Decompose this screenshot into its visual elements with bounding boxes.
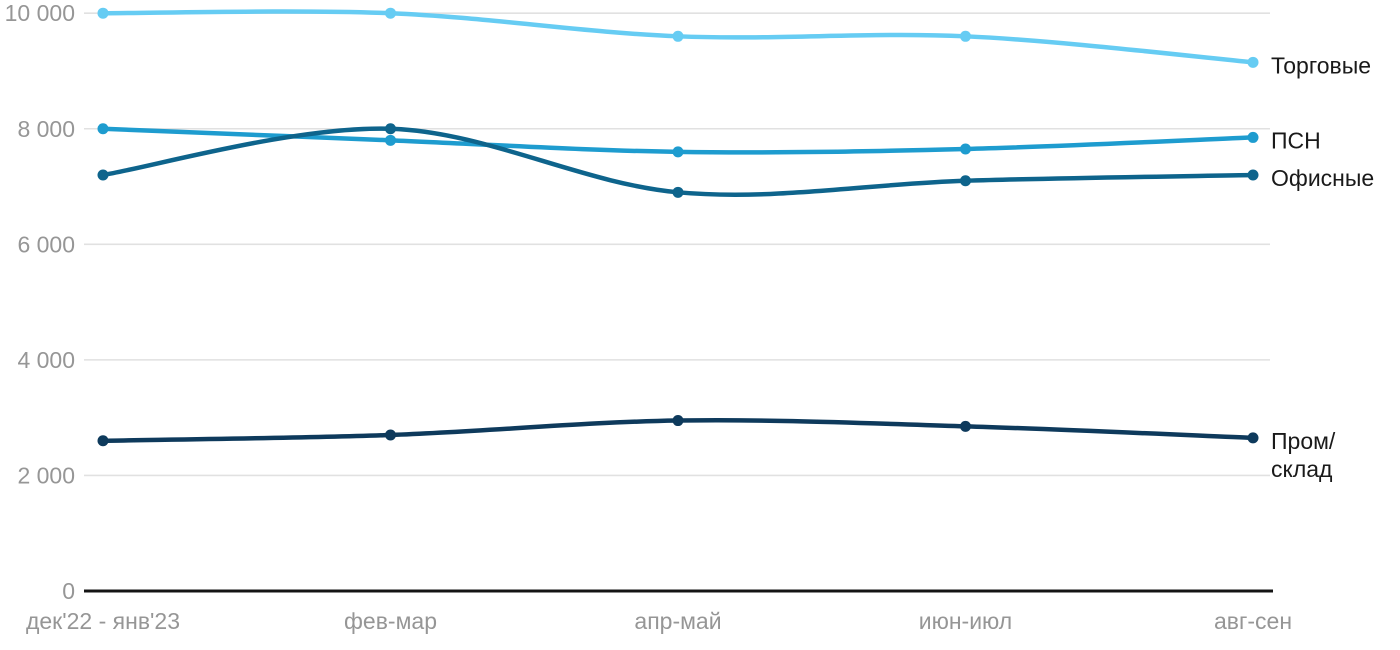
- x-tick-label: апр-май: [634, 608, 721, 634]
- series-ofisnye: Офисные: [97, 123, 1374, 198]
- data-point-prom-sklad: [1247, 432, 1259, 444]
- data-point-ofisnye: [960, 175, 971, 187]
- x-axis-labels: дек'22 - янв'23 фев-мар апр-май июн-июл авг-…: [26, 608, 1292, 634]
- x-tick-label: авг-сен: [1214, 608, 1292, 634]
- y-tick-label: 2 000: [17, 462, 75, 488]
- y-tick-label: 4 000: [17, 347, 75, 373]
- x-tick-label: июн-июл: [919, 608, 1012, 634]
- data-point-torgovye: [385, 7, 396, 19]
- series-line-ofisnye: [100, 126, 1256, 197]
- data-point-prom-sklad: [97, 435, 109, 447]
- y-tick-label: 0: [62, 578, 75, 604]
- data-point-psn: [672, 146, 684, 158]
- data-point-psn: [1247, 131, 1259, 143]
- series-prom-sklad: Пром/склад: [97, 415, 1336, 482]
- series-label-torgovye: Торговые: [1271, 52, 1371, 78]
- grid-group: 0 2 000 4 000 6 000 8 000 10 000: [5, 0, 1270, 604]
- data-point-torgovye: [672, 30, 684, 42]
- y-tick-label: 10 000: [5, 0, 75, 26]
- data-point-prom-sklad: [672, 415, 684, 427]
- series-label-ofisnye: Офисные: [1271, 165, 1374, 191]
- data-point-prom-sklad: [385, 429, 396, 441]
- x-tick-label: фев-мар: [344, 608, 437, 634]
- data-point-ofisnye: [1247, 169, 1259, 181]
- x-tick-label: дек'22 - янв'23: [26, 608, 180, 634]
- data-point-ofisnye: [97, 169, 109, 181]
- series-label-prom-sklad: Пром/: [1271, 428, 1336, 454]
- series-torgovye: Торговые: [97, 7, 1371, 78]
- data-point-ofisnye: [672, 186, 684, 198]
- data-point-torgovye: [97, 7, 109, 19]
- data-point-ofisnye: [385, 123, 396, 135]
- series-label-prom-sklad: склад: [1271, 456, 1333, 482]
- y-tick-label: 6 000: [17, 231, 75, 257]
- y-tick-label: 8 000: [17, 116, 75, 142]
- data-point-torgovye: [960, 30, 971, 42]
- data-point-prom-sklad: [960, 420, 971, 432]
- series-label-psn: ПСН: [1271, 127, 1321, 153]
- data-point-psn: [97, 123, 109, 135]
- data-point-psn: [385, 134, 396, 146]
- data-point-psn: [960, 143, 971, 155]
- data-point-torgovye: [1247, 56, 1259, 68]
